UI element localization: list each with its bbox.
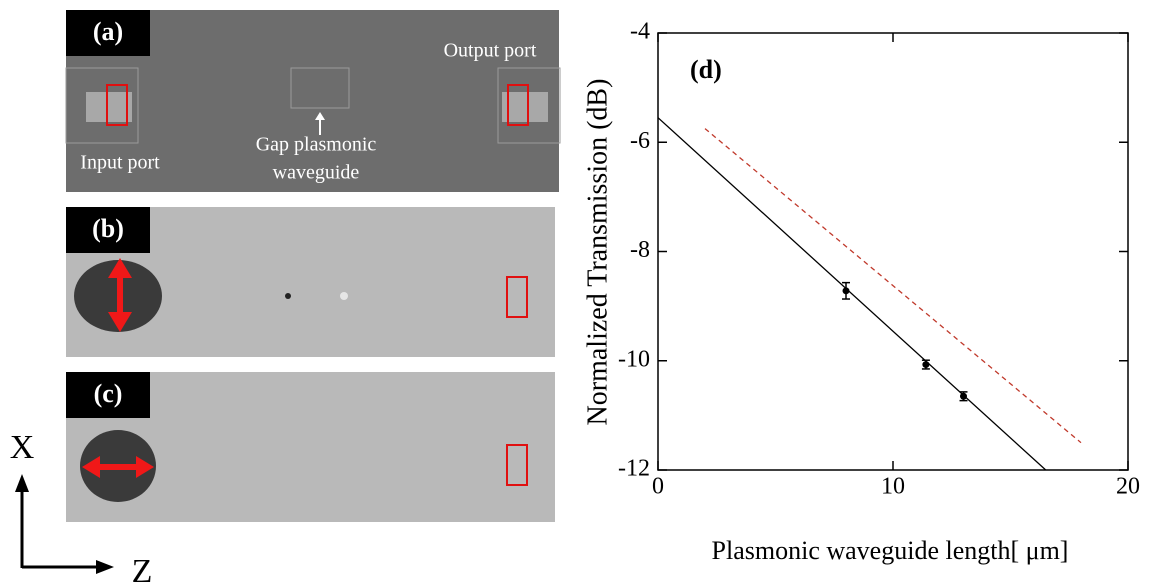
- plot-frame: [657, 32, 1129, 471]
- arrow-head: [96, 560, 114, 574]
- waveguide-outline: [290, 67, 350, 109]
- panel-label: (c): [94, 379, 123, 408]
- y-tick-label: -10: [618, 346, 650, 372]
- arrow-head: [136, 456, 154, 478]
- panel-label: (b): [92, 214, 124, 243]
- highlight-box: [506, 276, 528, 318]
- axis-name: Z: [132, 553, 153, 588]
- label-box: [66, 372, 150, 418]
- panel-label: (a): [93, 17, 123, 46]
- arrow-head: [82, 456, 100, 478]
- arrow-head: [108, 258, 132, 278]
- axis-name: X: [10, 429, 35, 466]
- line: [704, 128, 1082, 444]
- spot: [285, 293, 291, 299]
- port: [86, 92, 132, 122]
- annotation: waveguide: [273, 162, 360, 184]
- x-tick-label: 20: [1116, 474, 1140, 500]
- x-tick-label: 0: [652, 474, 664, 500]
- spot: [340, 292, 348, 300]
- chart: (d) Plasmonic waveguide length[ μm] Norm…: [582, 19, 1140, 565]
- arrow-head: [108, 312, 132, 332]
- highlight-box: [106, 84, 128, 126]
- label-box: [66, 207, 150, 253]
- highlight-box: [506, 444, 528, 486]
- data-point: [842, 287, 850, 295]
- panel-label: (d): [690, 55, 722, 84]
- y-tick-label: -12: [618, 456, 650, 482]
- x-axis-label: Plasmonic waveguide length[ μm]: [712, 536, 1069, 565]
- line: [657, 117, 1047, 471]
- pointer-head: [315, 112, 325, 120]
- y-axis-label: Normalized Transmission (dB): [582, 79, 613, 426]
- y-tick-label: -6: [630, 128, 650, 154]
- highlight-box: [507, 84, 529, 126]
- annotation: Input port: [80, 152, 160, 174]
- y-tick-label: -4: [630, 19, 650, 45]
- x-tick-label: 10: [881, 474, 905, 500]
- annotation: Output port: [444, 40, 537, 62]
- port-outline: [497, 67, 561, 144]
- data-point: [922, 361, 930, 369]
- annotation: Gap plasmonic: [256, 134, 377, 156]
- label-box: [66, 10, 150, 56]
- port: [502, 92, 548, 122]
- port-outline: [65, 67, 139, 144]
- y-tick-label: -8: [630, 237, 650, 263]
- arrow-head: [15, 474, 29, 492]
